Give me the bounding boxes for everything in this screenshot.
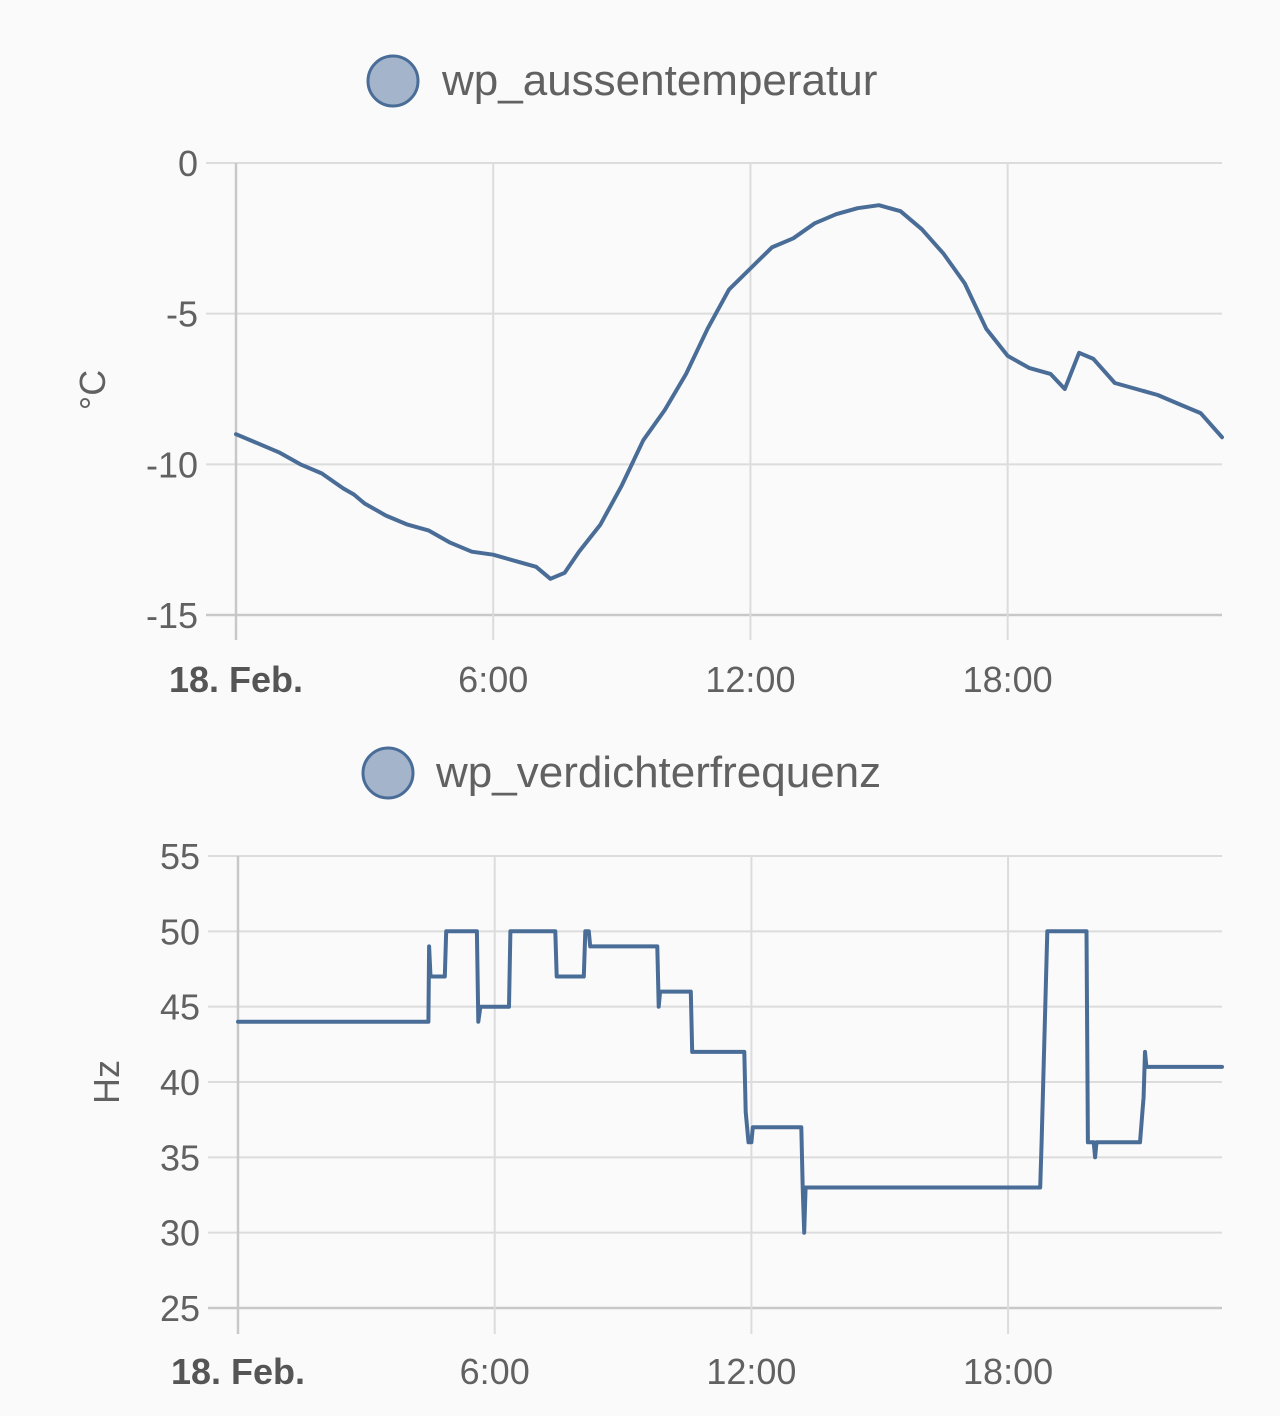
frequency-legend[interactable]: wp_verdichterfrequenz (361, 746, 881, 800)
temperature-y-axis: 0 -5 -10 -15 (146, 143, 198, 636)
y-tick-label: -5 (166, 294, 198, 335)
frequency-series (236, 929, 1224, 1235)
y-tick-label: 40 (160, 1062, 200, 1103)
x-tick-label: 12:00 (705, 659, 795, 700)
temperature-y-axis-title: °C (72, 370, 113, 410)
frequency-y-axis: 55 50 45 40 35 30 25 (160, 836, 200, 1329)
temperature-gridlines (206, 162, 1222, 640)
frequency-y-axis-title: Hz (86, 1060, 127, 1104)
y-tick-label: 45 (160, 987, 200, 1028)
y-tick-label: -15 (146, 595, 198, 636)
x-tick-label: 12:00 (706, 1351, 796, 1392)
x-tick-label: 18. Feb. (171, 1351, 305, 1392)
frequency-gridlines (208, 855, 1222, 1334)
x-tick-label: 6:00 (460, 1351, 530, 1392)
x-tick-label: 6:00 (458, 659, 528, 700)
y-tick-label: 30 (160, 1213, 200, 1254)
y-tick-label: 0 (178, 143, 198, 184)
series-line (234, 203, 1224, 581)
x-tick-label: 18:00 (963, 659, 1053, 700)
frequency-chart: wp_verdichterfrequenz 55 50 45 40 35 30 25 18.… (86, 746, 1224, 1392)
temperature-series (234, 203, 1224, 581)
temperature-legend[interactable]: wp_aussentemperatur (366, 54, 877, 108)
series-line (236, 929, 1224, 1235)
temperature-chart: wp_aussentemperatur 0 -5 -10 -15 18. Feb. 6:… (72, 54, 1224, 700)
temperature-legend-label: wp_aussentemperatur (441, 56, 877, 105)
temperature-legend-marker-icon (366, 54, 420, 108)
x-tick-label: 18:00 (963, 1351, 1053, 1392)
y-tick-label: 55 (160, 836, 200, 877)
y-tick-label: 25 (160, 1288, 200, 1329)
frequency-legend-label: wp_verdichterfrequenz (435, 748, 881, 797)
x-tick-label: 18. Feb. (169, 659, 303, 700)
frequency-legend-marker-icon (361, 746, 415, 800)
y-tick-label: 50 (160, 911, 200, 952)
y-tick-label: 35 (160, 1137, 200, 1178)
temperature-x-axis: 18. Feb. 6:00 12:00 18:00 (169, 659, 1053, 700)
frequency-x-axis: 18. Feb. 6:00 12:00 18:00 (171, 1351, 1053, 1392)
y-tick-label: -10 (146, 444, 198, 485)
